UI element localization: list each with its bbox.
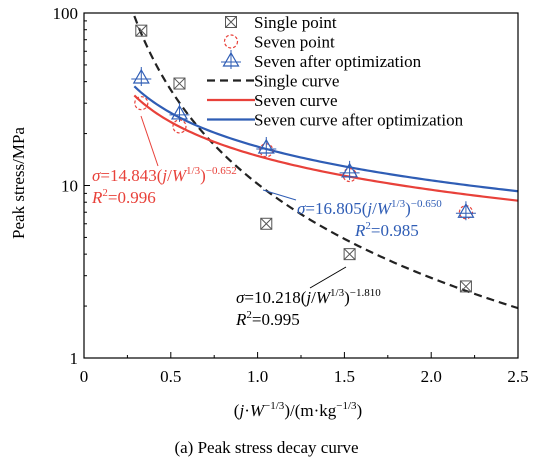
y-tick-label: 100 (53, 4, 79, 23)
fit-curves (133, 15, 519, 310)
x-tick-label: 1.5 (334, 367, 355, 386)
point-0-0 (135, 24, 148, 37)
svg-text:R2=0.996: R2=0.996 (91, 187, 156, 207)
point-0-3-cross (343, 248, 356, 260)
x-tick-label: 2.5 (507, 367, 528, 386)
point-0-2-cross (260, 217, 273, 230)
point-1-0 (134, 96, 149, 111)
single-equation-leader (309, 266, 347, 289)
point-0-2 (260, 217, 273, 230)
point-1-4 (458, 205, 474, 220)
curve-2 (133, 85, 519, 193)
x-tick-label: 2.0 (421, 367, 442, 386)
x-tick-label: 0.5 (160, 367, 181, 386)
legend-label-0: Single point (254, 13, 337, 32)
point-2-0-cross (131, 66, 152, 86)
curve-0 (133, 15, 519, 310)
data-points (131, 24, 476, 293)
y-tick-label: 1 (70, 349, 79, 368)
point-2-4-cross (455, 201, 476, 221)
single-curve-equation: σ=10.218(j/W1/3)−1.810 R2=0.995 (235, 266, 381, 329)
y-tick-label: 10 (61, 177, 78, 196)
point-2-2-cross (256, 136, 277, 156)
axes (83, 12, 519, 359)
point-0-4-cross (460, 280, 472, 293)
point-0-4 (459, 280, 472, 293)
legend-label-2: Seven after optimization (254, 52, 422, 71)
curve-1 (133, 94, 519, 202)
figure-caption: (a) Peak stress decay curve (174, 438, 359, 457)
optimized-equation-leader (262, 189, 297, 201)
x-tick-label: 1.0 (247, 367, 268, 386)
svg-text:R2=0.995: R2=0.995 (235, 309, 300, 329)
point-0-1-cross (173, 77, 186, 90)
svg-text:R2=0.985: R2=0.985 (354, 220, 419, 240)
y-axis-label: Peak stress/MPa (9, 127, 28, 239)
point-0-3 (343, 248, 356, 261)
seven-curve-equation: σ=14.843(j/W1/3)−0.652 R2=0.996 (91, 115, 237, 207)
point-0-0-cross (135, 24, 148, 37)
seven-equation-leader (140, 115, 159, 167)
svg-text:σ=10.218(j/W1/3)−1.810: σ=10.218(j/W1/3)−1.810 (236, 287, 381, 307)
legend-label-4: Seven curve (254, 91, 338, 110)
legend-marker-0 (225, 16, 237, 28)
x-axis-label: (j·W−1/3)/(m·kg−1/3) (234, 400, 362, 420)
x-tick-label: 0 (80, 367, 89, 386)
svg-text:σ=16.805(j/W1/3)−0.650: σ=16.805(j/W1/3)−0.650 (297, 198, 442, 218)
legend-label-1: Seven point (254, 33, 335, 52)
legend-label-5: Seven curve after optimization (254, 111, 464, 130)
legend-label-3: Single curve (254, 72, 339, 91)
legend-marker-2-cross (221, 50, 241, 69)
point-0-1 (173, 77, 186, 90)
legend-marker-1 (223, 34, 239, 49)
legend-marker-0-cross (225, 16, 237, 28)
tick-labels: 0 0.5 1.0 1.5 2.0 2.5 1 10 100 (53, 4, 529, 386)
point-2-1-cross (169, 102, 190, 122)
svg-text:σ=14.843(j/W1/3)−0.652: σ=14.843(j/W1/3)−0.652 (92, 165, 237, 185)
point-2-3-cross (339, 160, 360, 180)
optimized-curve-equation: σ=16.805(j/W1/3)−0.650 R2=0.985 (262, 189, 442, 240)
